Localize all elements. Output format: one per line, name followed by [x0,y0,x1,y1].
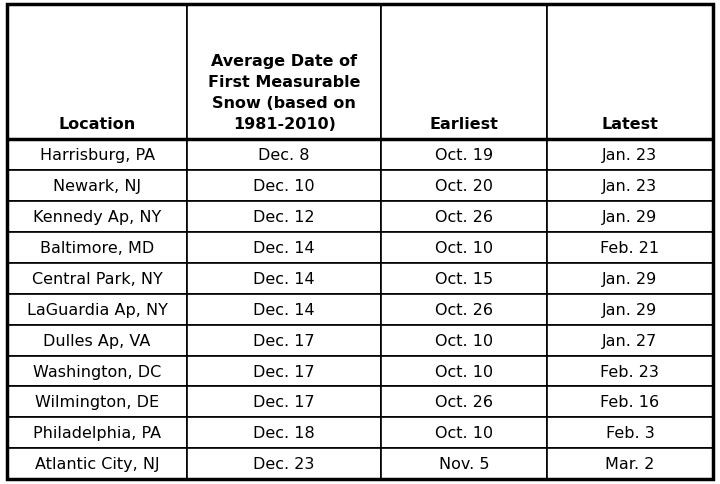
Text: Oct. 10: Oct. 10 [435,364,493,379]
Text: Oct. 19: Oct. 19 [435,148,493,163]
Text: Nov. 5: Nov. 5 [438,456,490,471]
Text: Dec. 14: Dec. 14 [253,271,315,286]
Text: Dec. 14: Dec. 14 [253,241,315,256]
Bar [187,171,381,202]
Text: Jan. 29: Jan. 29 [602,210,657,225]
Bar [381,202,547,232]
Text: Feb. 21: Feb. 21 [600,241,660,256]
Text: Dec. 23: Dec. 23 [253,456,315,471]
Bar [187,418,381,448]
Bar [187,202,381,232]
Text: Dec. 17: Dec. 17 [253,364,315,379]
Bar [547,448,713,479]
Bar [381,171,547,202]
Bar [547,387,713,418]
Bar [381,232,547,263]
Text: Baltimore, MD: Baltimore, MD [40,241,154,256]
Text: Oct. 20: Oct. 20 [435,179,493,194]
Bar [7,202,187,232]
Bar [187,356,381,387]
Bar [547,356,713,387]
Text: Atlantic City, NJ: Atlantic City, NJ [35,456,159,471]
Text: Oct. 10: Oct. 10 [435,241,493,256]
Bar [187,325,381,356]
Text: Jan. 29: Jan. 29 [602,302,657,317]
Bar [547,263,713,294]
Text: Jan. 23: Jan. 23 [603,148,657,163]
Text: Jan. 29: Jan. 29 [602,271,657,286]
Bar [547,325,713,356]
Bar [187,448,381,479]
Bar [381,263,547,294]
Bar [381,294,547,325]
Text: Oct. 26: Oct. 26 [435,394,493,409]
Text: Dec. 14: Dec. 14 [253,302,315,317]
Text: Dulles Ap, VA: Dulles Ap, VA [43,333,151,348]
Bar [7,232,187,263]
Bar [187,263,381,294]
Text: Latest: Latest [601,116,658,131]
Text: Newark, NJ: Newark, NJ [53,179,141,194]
Text: Feb. 3: Feb. 3 [606,425,654,440]
Text: Dec. 17: Dec. 17 [253,333,315,348]
Bar [381,356,547,387]
Text: Location: Location [58,116,136,131]
Text: Average Date of
First Measurable
Snow (based on
1981-2010): Average Date of First Measurable Snow (b… [208,53,361,131]
Bar [187,387,381,418]
Bar [7,294,187,325]
Text: Dec. 12: Dec. 12 [253,210,315,225]
Bar [187,232,381,263]
Bar [7,171,187,202]
Text: Feb. 23: Feb. 23 [600,364,660,379]
Bar [547,232,713,263]
Bar [547,294,713,325]
Bar [7,140,187,171]
Text: Washington, DC: Washington, DC [33,364,161,379]
Text: Central Park, NY: Central Park, NY [32,271,163,286]
Text: Oct. 10: Oct. 10 [435,333,493,348]
Text: Harrisburg, PA: Harrisburg, PA [40,148,155,163]
Bar [187,294,381,325]
Bar [187,140,381,171]
Bar [381,325,547,356]
Bar [7,356,187,387]
Text: Dec. 17: Dec. 17 [253,394,315,409]
Bar [547,202,713,232]
Text: Jan. 23: Jan. 23 [603,179,657,194]
Bar [187,5,381,140]
Bar [7,448,187,479]
Text: Dec. 8: Dec. 8 [258,148,310,163]
Bar [547,140,713,171]
Text: Wilmington, DE: Wilmington, DE [35,394,159,409]
Text: Earliest: Earliest [430,116,498,131]
Text: Kennedy Ap, NY: Kennedy Ap, NY [33,210,161,225]
Bar [547,171,713,202]
Bar [381,387,547,418]
Text: Philadelphia, PA: Philadelphia, PA [33,425,161,440]
Text: Oct. 26: Oct. 26 [435,302,493,317]
Bar [7,418,187,448]
Bar [547,418,713,448]
Text: LaGuardia Ap, NY: LaGuardia Ap, NY [27,302,168,317]
Text: Feb. 16: Feb. 16 [600,394,660,409]
Bar [381,5,547,140]
Bar [547,5,713,140]
Bar [7,387,187,418]
Text: Jan. 27: Jan. 27 [602,333,657,348]
Text: Dec. 18: Dec. 18 [253,425,315,440]
Text: Oct. 26: Oct. 26 [435,210,493,225]
Bar [7,5,187,140]
Text: Dec. 10: Dec. 10 [253,179,315,194]
Bar [381,418,547,448]
Text: Oct. 10: Oct. 10 [435,425,493,440]
Bar [7,325,187,356]
Bar [381,140,547,171]
Text: Mar. 2: Mar. 2 [606,456,654,471]
Bar [381,448,547,479]
Text: Oct. 15: Oct. 15 [435,271,493,286]
Bar [7,263,187,294]
